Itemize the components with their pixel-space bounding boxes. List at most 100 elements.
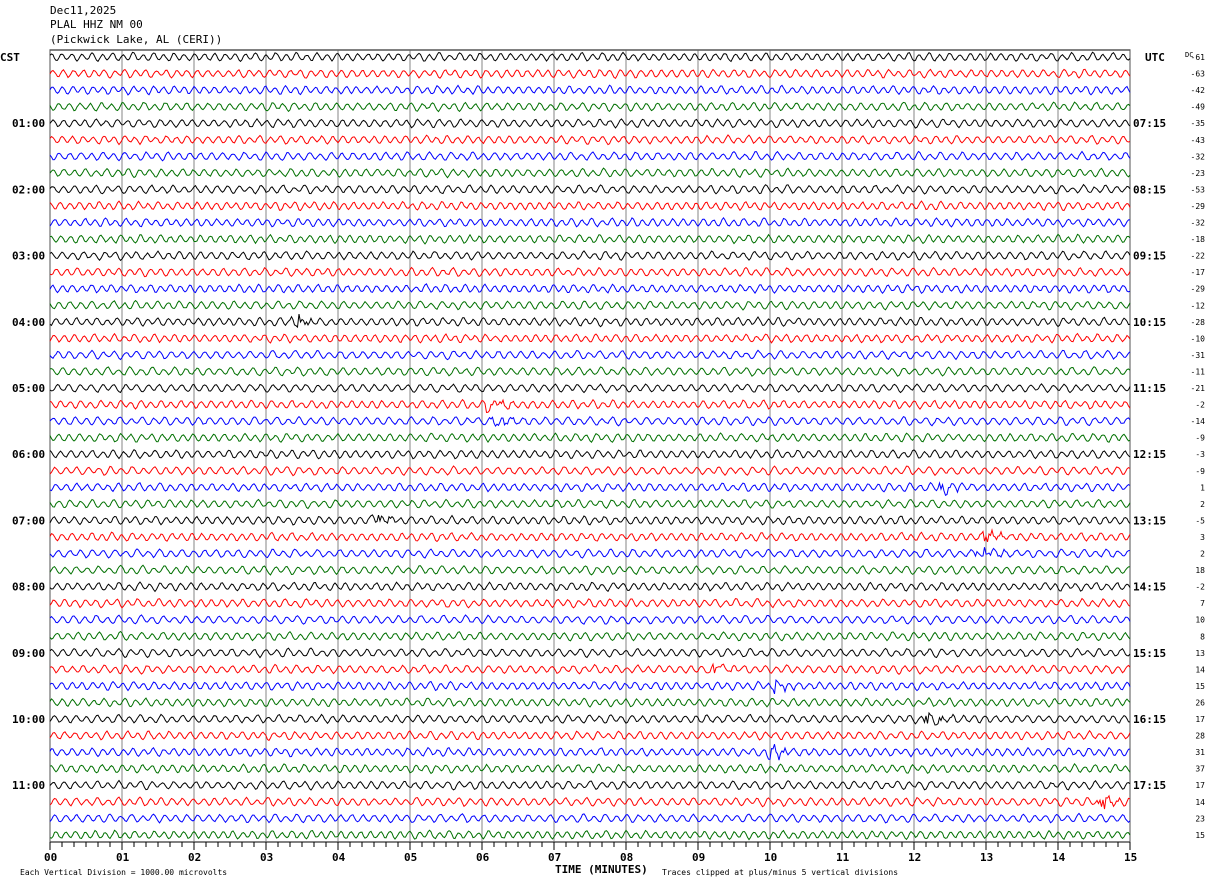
x-tick-label: 08	[620, 851, 633, 864]
dc-offset-label: 13	[1195, 649, 1205, 658]
trace-row-26	[49, 481, 1131, 497]
trace-row-19	[49, 366, 1131, 377]
cst-hour-label: 11:00	[12, 779, 45, 792]
x-tick-label: 05	[404, 851, 417, 864]
dc-offset-label: -2	[1195, 401, 1205, 410]
trace-row-0	[49, 51, 1131, 63]
trace-row-27	[49, 498, 1131, 510]
trace-row-14	[49, 283, 1131, 295]
location-label: (Pickwick Lake, AL (CERI))	[50, 33, 223, 46]
dc-offset-label: 15	[1195, 682, 1205, 691]
date-label: Dec11,2025	[50, 4, 117, 17]
dc-offset-label: 10	[1195, 616, 1205, 625]
utc-hour-label: 07:15	[1133, 117, 1166, 130]
dc-offset-label: 14	[1195, 665, 1205, 674]
trace-row-3	[49, 101, 1131, 113]
dc-offset-label: -63	[1191, 70, 1206, 79]
trace-row-33	[49, 597, 1131, 609]
dc-offset-label: -49	[1191, 103, 1206, 112]
trace-row-15	[49, 299, 1131, 311]
trace-row-39	[49, 696, 1131, 708]
trace-row-45	[49, 794, 1131, 810]
utc-hour-label: 09:15	[1133, 250, 1166, 263]
cst-hour-label: 08:00	[12, 581, 45, 594]
dc-offset-label: -35	[1191, 119, 1206, 128]
dc-offset-label: -11	[1191, 367, 1206, 376]
station-label: PLAL HHZ NM 00	[50, 18, 143, 31]
dc-offset-label: -3	[1195, 450, 1205, 459]
trace-row-25	[49, 465, 1131, 477]
footnote-right: Traces clipped at plus/minus 5 vertical …	[662, 868, 898, 877]
dc-offset-label: -9	[1195, 467, 1205, 476]
x-axis-title: TIME (MINUTES)	[555, 863, 648, 876]
dc-offset-label: 3	[1200, 533, 1205, 542]
dc-offset-label: -23	[1191, 169, 1206, 178]
x-tick-label: 15	[1124, 851, 1137, 864]
utc-hour-label: 12:15	[1133, 448, 1166, 461]
trace-row-29	[49, 528, 1131, 543]
trace-row-16	[49, 314, 1131, 329]
dc-offset-label: 18	[1195, 566, 1205, 575]
dc-offset-label: -53	[1191, 185, 1206, 194]
cst-hour-label: 03:00	[12, 250, 45, 263]
dc-offset-label: -32	[1191, 152, 1206, 161]
trace-row-46	[49, 812, 1131, 824]
x-tick-label: 14	[1052, 851, 1066, 864]
utc-hour-label: 15:15	[1133, 647, 1166, 660]
x-tick-label: 06	[476, 851, 490, 864]
dc-offset-label: -21	[1191, 384, 1206, 393]
x-tick-label: 07	[548, 851, 561, 864]
x-tick-label: 02	[188, 851, 201, 864]
footnote-left: Each Vertical Division = 1000.00 microvo…	[20, 868, 227, 877]
trace-row-8	[49, 183, 1131, 195]
trace-row-13	[49, 266, 1131, 278]
cst-hour-label: 06:00	[12, 448, 45, 461]
trace-row-21	[49, 398, 1131, 414]
dc-offset-label: -61	[1191, 53, 1206, 62]
utc-hour-label: 14:15	[1133, 581, 1166, 594]
trace-row-36	[49, 647, 1131, 659]
trace-row-10	[49, 216, 1130, 228]
dc-offset-label: -10	[1191, 334, 1206, 343]
trace-row-1	[49, 68, 1131, 79]
x-tick-label: 00	[44, 851, 57, 864]
dc-offset-label: -29	[1191, 285, 1206, 294]
utc-hour-label: 13:15	[1133, 514, 1166, 527]
trace-row-17	[49, 332, 1131, 344]
dc-offset-label: 31	[1195, 748, 1205, 757]
dc-label: DC	[1185, 51, 1193, 59]
x-tick-label: 01	[116, 851, 130, 864]
trace-row-2	[49, 84, 1131, 96]
dc-offset-label: -14	[1191, 417, 1206, 426]
trace-row-37	[49, 662, 1131, 675]
dc-offset-label: -17	[1191, 268, 1206, 277]
utc-hour-label: 08:15	[1133, 183, 1166, 196]
cst-hour-label: 07:00	[12, 514, 45, 527]
trace-row-23	[49, 432, 1131, 444]
x-tick-label: 11	[836, 851, 850, 864]
trace-row-4	[49, 118, 1131, 129]
dc-offset-label: -31	[1191, 351, 1206, 360]
x-tick-label: 04	[332, 851, 346, 864]
utc-label: UTC	[1145, 51, 1165, 64]
dc-offset-label: -9	[1195, 434, 1205, 443]
trace-row-18	[49, 349, 1131, 361]
utc-hour-label: 10:15	[1133, 316, 1166, 329]
dc-offset-label: -12	[1191, 301, 1206, 310]
cst-hour-label: 02:00	[12, 183, 45, 196]
trace-row-41	[49, 729, 1131, 742]
cst-hour-label: 10:00	[12, 713, 45, 726]
trace-row-5	[49, 134, 1131, 146]
dc-offset-label: -29	[1191, 202, 1206, 211]
trace-row-7	[49, 167, 1131, 179]
cst-hour-label: 05:00	[12, 382, 45, 395]
dc-offset-label: -42	[1191, 86, 1206, 95]
cst-hour-label: 04:00	[12, 316, 45, 329]
dc-offset-label: 37	[1195, 765, 1205, 774]
dc-offset-label: -5	[1195, 516, 1205, 525]
cst-hour-label: 01:00	[12, 117, 45, 130]
trace-row-11	[49, 233, 1131, 245]
dc-offset-label: 17	[1195, 715, 1205, 724]
trace-row-31	[49, 564, 1131, 576]
